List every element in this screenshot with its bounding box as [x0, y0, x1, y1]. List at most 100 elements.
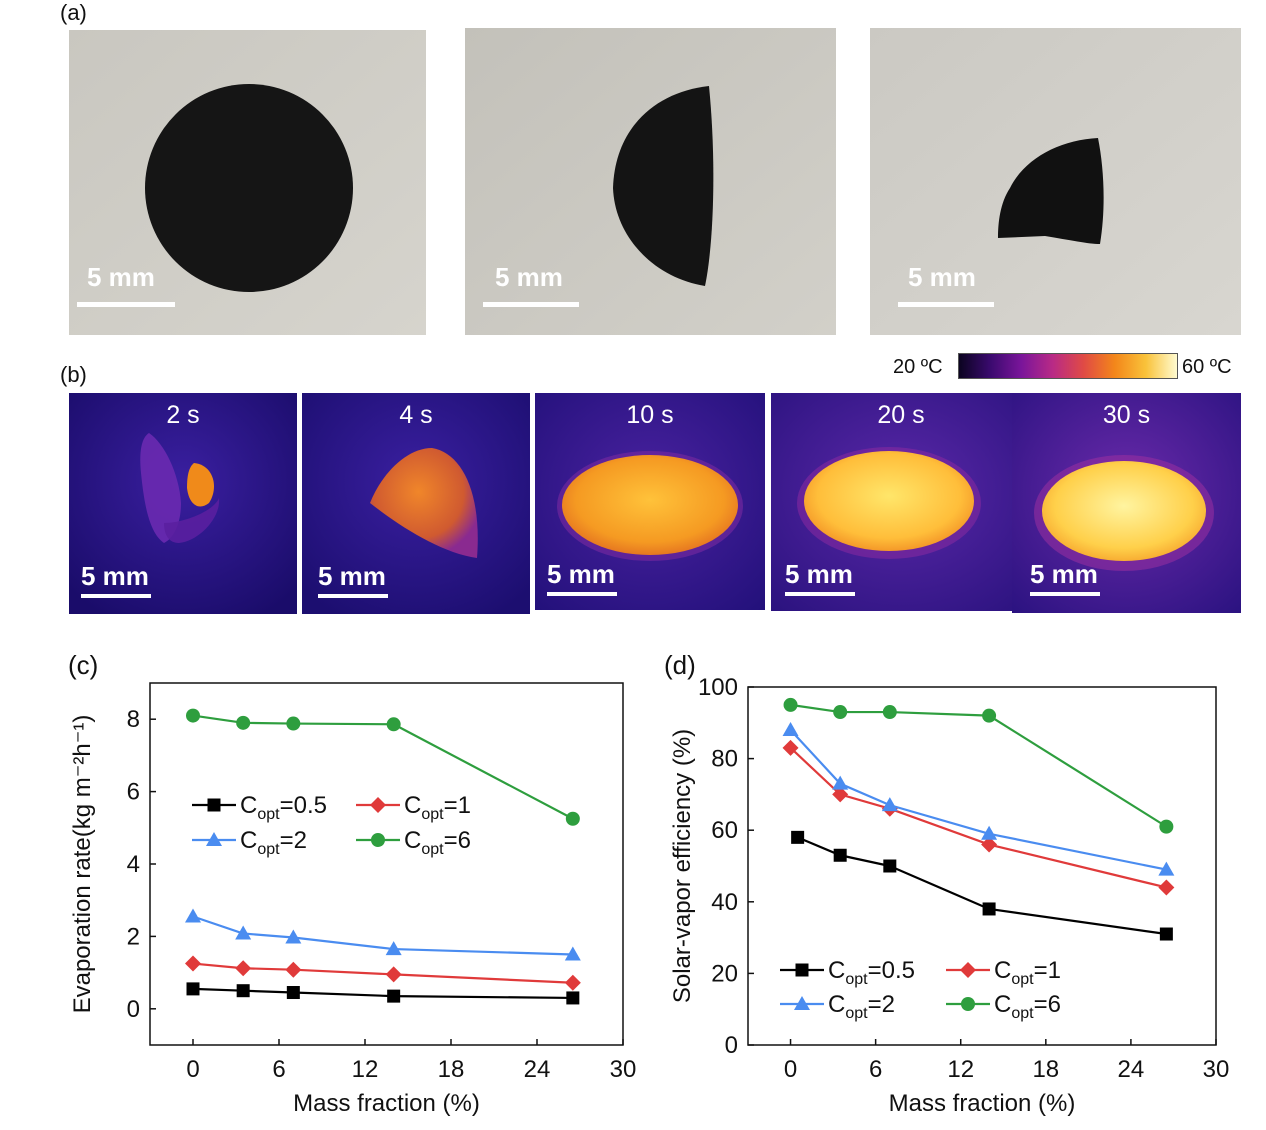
data-point — [186, 982, 200, 996]
disc-shape — [145, 84, 353, 292]
scale-bar: 5 mm — [81, 561, 201, 611]
data-point — [564, 974, 581, 991]
colorbar-min-label: 20 ºC — [893, 356, 943, 378]
thermal-image-5 — [1012, 393, 1241, 613]
legend-marker — [370, 797, 386, 813]
y-axis-label: Evaporation rate(kg m⁻²h⁻¹) — [69, 715, 96, 1014]
data-point — [385, 966, 402, 983]
data-point — [565, 811, 580, 826]
quarter-disc-shape — [998, 138, 1104, 244]
legend-label: Copt=0.5 — [828, 957, 915, 988]
legend-marker — [794, 996, 810, 1010]
data-point — [386, 717, 401, 732]
legend-label: Copt=2 — [240, 827, 307, 858]
data-point — [833, 848, 847, 862]
data-point — [186, 708, 200, 723]
thermal-image-3 — [535, 393, 765, 610]
y-tick-label: 2 — [127, 923, 140, 950]
photo-half-disc: 5 mm — [465, 28, 836, 335]
frame-time: 10 s — [626, 401, 674, 429]
panel-label: (c) — [68, 650, 98, 680]
series-line — [789, 729, 1167, 871]
scale-text: 5 mm — [547, 559, 615, 589]
thermal-frame-4: 20 s 5 mm — [771, 393, 1031, 611]
data-point — [982, 902, 996, 916]
x-tick-label: 6 — [272, 1056, 285, 1083]
data-point — [832, 786, 849, 803]
panel-label: (d) — [664, 650, 696, 680]
scale-bar: 5 mm — [1030, 559, 1150, 609]
photo-quarter-disc-drawing — [870, 28, 1241, 335]
scale-bar: 5 mm — [898, 262, 1008, 312]
data-point — [883, 859, 897, 873]
y-tick-label: 0 — [127, 996, 140, 1023]
thermal-image-1 — [69, 393, 297, 614]
frame-time: 4 s — [399, 401, 433, 429]
legend-label: Copt=6 — [994, 991, 1061, 1022]
x-tick-label: 0 — [186, 1056, 199, 1083]
legend-label: Copt=2 — [828, 991, 895, 1022]
plot-frame — [747, 686, 1217, 1046]
series-line — [192, 962, 573, 984]
chart-d: (d) 0 6 12 18 24 30 0 20 40 60 80 100 Mass fraction (… — [664, 650, 1230, 1117]
legend-marker — [960, 962, 976, 978]
colorbar-max-label: 60 ºC — [1182, 356, 1232, 378]
frame-time: 2 s — [166, 401, 200, 429]
data-point — [981, 825, 998, 840]
data-point — [564, 946, 581, 961]
legend-label: Copt=0.5 — [240, 792, 327, 823]
legend-marker — [206, 832, 222, 846]
scale-text: 5 mm — [1030, 559, 1098, 589]
half-disc-shape — [613, 86, 714, 286]
photo-full-disc-drawing — [69, 30, 426, 335]
scale-line — [898, 302, 994, 307]
data-point — [833, 705, 848, 720]
data-point — [236, 715, 251, 730]
scale-line — [547, 592, 617, 596]
data-point — [981, 836, 998, 853]
scale-bar: 5 mm — [785, 559, 905, 609]
series-line — [789, 747, 1167, 889]
data-point — [832, 775, 849, 790]
data-point — [387, 989, 401, 1003]
data-point — [385, 941, 402, 956]
x-tick-label: 30 — [1203, 1056, 1230, 1083]
data-point — [1158, 861, 1175, 876]
x-tick-label: 0 — [784, 1056, 797, 1083]
legend-label: Copt=1 — [994, 957, 1061, 988]
frame-time: 20 s — [877, 401, 925, 429]
thermal-image-4 — [771, 393, 1031, 611]
thermal-image-2 — [302, 393, 530, 614]
x-tick-label: 12 — [947, 1056, 974, 1083]
scale-bar: 5 mm — [483, 262, 593, 312]
data-point — [782, 721, 799, 736]
panel-b-label: (b) — [60, 362, 87, 387]
scale-text: 5 mm — [318, 561, 386, 591]
scale-text: 5 mm — [908, 262, 976, 292]
y-tick-label: 20 — [711, 960, 738, 987]
data-point — [236, 984, 250, 998]
photo-full-disc: 5 mm — [69, 30, 426, 335]
data-point — [286, 986, 300, 1000]
scale-text: 5 mm — [81, 561, 149, 591]
thermal-frame-5: 30 s 5 mm — [1012, 393, 1241, 613]
y-tick-label: 8 — [127, 706, 140, 733]
scale-text: 5 mm — [87, 262, 155, 292]
scale-bar: 5 mm — [318, 561, 438, 611]
x-tick-label: 18 — [438, 1056, 465, 1083]
x-tick-label: 30 — [610, 1056, 637, 1083]
data-point — [286, 716, 301, 731]
data-point — [1159, 927, 1173, 941]
legend-marker — [207, 798, 221, 812]
scale-text: 5 mm — [495, 262, 563, 292]
data-point — [185, 908, 201, 923]
panel-a-label: (a) — [60, 0, 87, 25]
y-tick-label: 60 — [711, 817, 738, 844]
scale-bar: 5 mm — [77, 262, 187, 312]
y-tick-label: 6 — [127, 779, 140, 806]
data-point — [982, 708, 997, 723]
data-point — [185, 955, 201, 972]
legend-label: Copt=6 — [404, 827, 471, 858]
series-line — [790, 703, 1167, 828]
data-point — [882, 705, 897, 720]
